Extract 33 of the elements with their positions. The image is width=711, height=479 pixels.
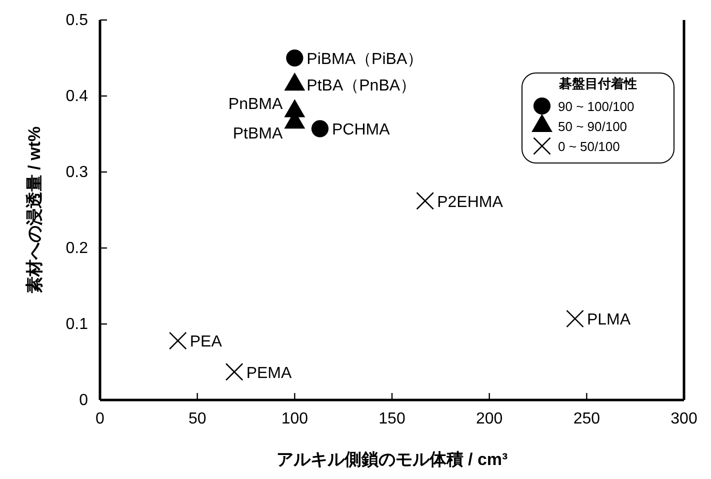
annotation: P2EHMA [437, 194, 504, 211]
point [566, 310, 584, 328]
x-tick-label: 0 [96, 410, 105, 428]
annotation: PnBMA [228, 96, 283, 114]
annotation: PiBMA（PiBA） [306, 51, 424, 68]
annotation: PtBMA [232, 126, 283, 143]
annotation: PCHMA [332, 122, 390, 139]
x-tick-label: 250 [573, 410, 600, 428]
x-tick-label: 200 [476, 410, 503, 428]
point [168, 332, 187, 350]
legend-label: 90 ~ 100/100 [558, 99, 634, 114]
legend-label: 0 ~ 50/100 [558, 139, 620, 154]
x-tick-label: 150 [378, 410, 406, 428]
annotation: PEMA [246, 364, 292, 382]
legend-title: 碁盤目付着性 [558, 76, 637, 91]
y-tick-label: 0.1 [66, 316, 88, 334]
x-tick-label: 300 [670, 410, 698, 428]
y-axis-title: 素材への浸透量 / wt% [25, 126, 44, 294]
point [225, 362, 244, 381]
point [284, 72, 306, 91]
y-tick-label: 0 [79, 392, 88, 410]
x-tick-label: 50 [188, 410, 206, 428]
point [416, 192, 434, 210]
y-tick-label: 0.5 [66, 12, 88, 30]
annotation: PtBA（PnBA） [306, 78, 416, 95]
annotation: PLMA [586, 312, 631, 329]
x-tick-label: 100 [281, 410, 308, 428]
annotation: PEA [190, 334, 222, 351]
legend-label: 50 ~ 90/100 [558, 119, 628, 134]
y-tick-label: 0.4 [66, 88, 88, 106]
x-axis-title: アルキル側鎖のモル体積 / cm³ [276, 450, 508, 469]
y-tick-label: 0.3 [66, 164, 88, 182]
y-tick-label: 0.2 [66, 240, 88, 258]
